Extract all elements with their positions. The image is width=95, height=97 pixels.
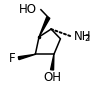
Text: OH: OH (43, 71, 61, 84)
Text: HO: HO (19, 3, 37, 16)
Text: 2: 2 (84, 34, 89, 43)
Text: NH: NH (73, 30, 91, 43)
Polygon shape (39, 17, 50, 37)
Polygon shape (18, 54, 35, 60)
Text: F: F (9, 52, 16, 65)
Polygon shape (51, 54, 54, 70)
